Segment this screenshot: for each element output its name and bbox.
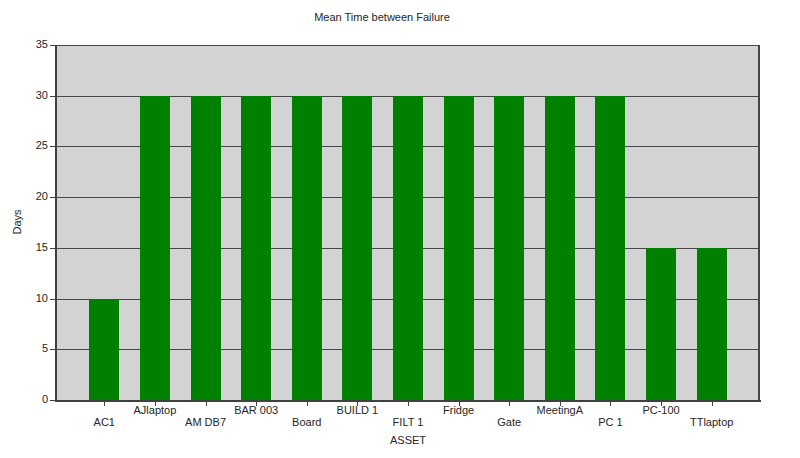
y-tick-label-35: 35 [14,38,48,51]
x-tick-TTlaptop [712,402,713,406]
x-tick-label-BAR 003: BAR 003 [211,404,301,416]
y-tick-label-30: 30 [14,89,48,102]
bar-Fridge [444,96,474,400]
x-tick-label-PC 1: PC 1 [565,416,655,428]
x-tick-label-PC-100: PC-100 [616,404,706,416]
x-tick-Gate [509,402,510,406]
x-tick-PC 1 [610,402,611,406]
x-tick-label-Fridge: Fridge [414,404,504,416]
x-tick-label-TTlaptop: TTlaptop [667,416,757,428]
bar-TTlaptop [697,248,727,400]
y-axis-title: Days [11,172,25,272]
bar-FILT 1 [393,96,423,400]
bar-BAR 003 [241,96,271,400]
y-tick-15 [50,248,57,249]
x-tick-label-FILT 1: FILT 1 [363,416,453,428]
bar-Board [292,96,322,400]
bar-PC 1 [595,96,625,400]
y-tick-label-0: 0 [14,393,48,406]
bar-AM DB7 [191,96,221,400]
x-tick-AC1 [104,402,105,406]
bar-Gate [494,96,524,400]
x-tick-label-AJlaptop: AJlaptop [110,404,200,416]
x-tick-label-AM DB7: AM DB7 [161,416,251,428]
y-tick-label-5: 5 [14,342,48,355]
y-tick-35 [50,45,57,46]
y-tick-label-20: 20 [14,190,48,203]
plot-border-top [57,45,759,46]
y-tick-30 [50,96,57,97]
y-tick-25 [50,146,57,147]
bar-AJlaptop [140,96,170,400]
x-tick-label-AC1: AC1 [59,416,149,428]
y-tick-label-25: 25 [14,139,48,152]
bar-AC1 [89,299,119,400]
x-tick-label-Gate: Gate [464,416,554,428]
bar-PC-100 [646,248,676,400]
y-tick-10 [50,299,57,300]
y-tick-label-15: 15 [14,241,48,254]
x-tick-FILT 1 [408,402,409,406]
bar-MeetingA [545,96,575,400]
x-tick-label-MeetingA: MeetingA [515,404,605,416]
plot-area [57,45,759,400]
bar-BUILD 1 [342,96,372,400]
x-tick-AM DB7 [206,402,207,406]
y-tick-0 [50,400,57,401]
x-tick-label-BUILD 1: BUILD 1 [312,404,402,416]
mtbf-bar-chart: Mean Time between Failure Days ASSET 0 5 1… [0,0,800,458]
x-axis-title: ASSET [57,434,759,446]
plot-border-right [758,45,760,401]
x-tick-label-Board: Board [262,416,352,428]
chart-title: Mean Time between Failure [57,11,707,23]
y-tick-5 [50,349,57,350]
x-tick-Board [307,402,308,406]
y-tick-label-10: 10 [14,292,48,305]
y-tick-20 [50,197,57,198]
